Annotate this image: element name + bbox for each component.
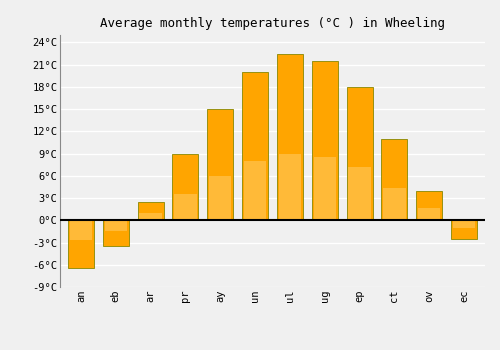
Bar — [244, 161, 266, 220]
Bar — [312, 61, 338, 220]
Bar — [346, 87, 372, 220]
Bar — [70, 220, 92, 239]
Bar — [207, 109, 234, 220]
Bar — [138, 202, 164, 220]
Bar — [384, 188, 406, 220]
Bar — [418, 209, 440, 220]
Bar — [209, 176, 232, 220]
Bar — [451, 220, 477, 239]
Bar — [416, 191, 442, 220]
Bar — [174, 194, 197, 220]
Bar — [140, 213, 162, 220]
Title: Average monthly temperatures (°C ) in Wheeling: Average monthly temperatures (°C ) in Wh… — [100, 17, 445, 30]
Bar — [348, 167, 370, 220]
Bar — [314, 156, 336, 220]
Bar — [242, 72, 268, 220]
Bar — [68, 220, 94, 268]
Bar — [277, 54, 303, 220]
Bar — [102, 220, 129, 246]
Bar — [172, 154, 199, 220]
Bar — [382, 139, 407, 220]
Bar — [279, 154, 301, 220]
Bar — [453, 220, 475, 228]
Bar — [104, 220, 127, 231]
